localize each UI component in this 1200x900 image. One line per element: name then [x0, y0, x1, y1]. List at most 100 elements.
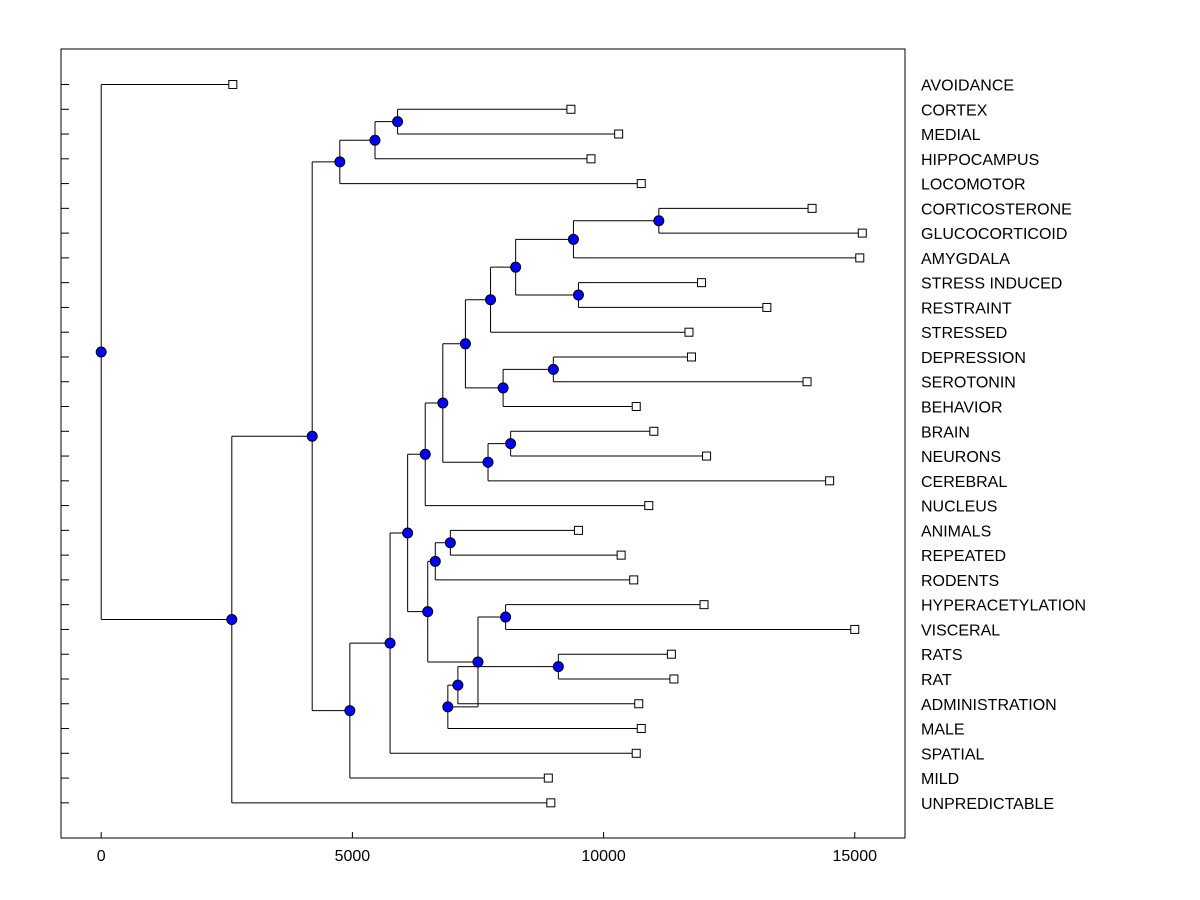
leaf-label: CORTEX [921, 102, 988, 119]
merge-node [384, 637, 396, 649]
dendrogram-links [100, 84, 863, 804]
leaf-label: CEREBRAL [921, 474, 1007, 491]
leaf-marker [586, 154, 596, 164]
merge-node [422, 606, 434, 618]
leaf-label: NEURONS [921, 449, 1001, 466]
merge-node [547, 363, 559, 375]
leaf-label: AVOIDANCE [921, 78, 1014, 95]
leaf-label: STRESSED [921, 325, 1007, 342]
leaf-labels: AVOIDANCE CORTEX MEDIAL HIPPOCAMPUS LOCOMOTO… [921, 78, 1086, 813]
leaf-marker [697, 278, 707, 288]
merge-node [95, 346, 107, 358]
leaf-label: MILD [921, 771, 959, 788]
leaf-marker [573, 525, 583, 535]
leaf-markers [228, 80, 867, 808]
leaf-label: NUCLEUS [921, 499, 997, 516]
merge-node [552, 661, 564, 673]
leaf-label: UNPREDICTABLE [921, 796, 1054, 813]
leaf-label: DEPRESSION [921, 350, 1026, 367]
leaf-marker [543, 773, 553, 783]
x-axis: 0 5000 10000 15000 [97, 832, 877, 865]
merge-node [505, 438, 517, 450]
merge-node [567, 233, 579, 245]
x-tick-label: 10000 [581, 848, 626, 865]
leaf-marker [807, 203, 817, 213]
leaf-label: SEROTONIN [921, 375, 1016, 392]
leaf-marker [686, 352, 696, 362]
leaf-marker [629, 575, 639, 585]
merge-node [437, 397, 449, 409]
leaf-marker [802, 377, 812, 387]
leaf-marker [631, 748, 641, 758]
leaf-label: RATS [921, 647, 962, 664]
merge-node [459, 338, 471, 350]
leaf-label: LOCOMOTOR [921, 177, 1026, 194]
leaf-label: RAT [921, 672, 952, 689]
leaf-label: BEHAVIOR [921, 400, 1003, 417]
merge-node [510, 261, 522, 273]
leaf-label: RODENTS [921, 573, 999, 590]
leaf-marker [616, 550, 626, 560]
leaf-label: CORTICOSTERONE [921, 201, 1072, 218]
leaf-marker [855, 253, 865, 263]
merge-node [226, 614, 238, 626]
merge-node [472, 656, 484, 668]
merge-node [482, 456, 494, 468]
leaf-marker [614, 129, 624, 139]
leaf-label: MEDIAL [921, 127, 981, 144]
merge-node [369, 134, 381, 146]
leaf-marker [825, 476, 835, 486]
x-tick-label: 0 [97, 848, 106, 865]
merge-node [442, 701, 454, 713]
merge-node [452, 679, 464, 691]
plot-frame [60, 48, 906, 839]
leaf-label: MALE [921, 722, 965, 739]
leaf-label: REPEATED [921, 548, 1006, 565]
merge-node [306, 430, 318, 442]
merge-node [572, 289, 584, 301]
leaf-label: SPATIAL [921, 746, 985, 763]
leaf-marker [228, 80, 238, 89]
merge-node [429, 555, 441, 567]
leaf-marker [546, 798, 556, 808]
leaf-label: HIPPOCAMPUS [921, 152, 1039, 169]
leaf-marker [566, 104, 576, 114]
leaf-marker [762, 302, 772, 312]
leaf-label: GLUCOCORTICOID [921, 226, 1067, 243]
left-ticks [61, 84, 69, 804]
leaf-label: VISCERAL [921, 622, 1000, 639]
leaf-label: ANIMALS [921, 523, 991, 540]
merge-node [500, 611, 512, 623]
leaf-label: AMYGDALA [921, 251, 1010, 268]
merge-node [444, 537, 456, 549]
merge-node [344, 705, 356, 717]
leaf-marker [649, 426, 659, 436]
leaf-label: RESTRAINT [921, 300, 1012, 317]
leaf-marker [684, 327, 694, 337]
leaf-label: ADMINISTRATION [921, 697, 1057, 714]
leaf-marker [666, 649, 676, 659]
merge-node [402, 527, 414, 539]
merge-node [419, 448, 431, 460]
leaf-marker [644, 501, 654, 511]
leaf-marker [857, 228, 867, 238]
leaf-label: HYPERACETYLATION [921, 598, 1086, 615]
leaf-marker [669, 674, 679, 684]
x-tick-label: 15000 [833, 848, 878, 865]
x-tick-label: 5000 [335, 848, 371, 865]
leaf-label: STRESS INDUCED [921, 276, 1062, 293]
node-markers [95, 116, 665, 717]
leaf-marker [636, 179, 646, 189]
leaf-marker [636, 724, 646, 734]
merge-node [392, 116, 404, 128]
leaf-marker [850, 624, 860, 634]
leaf-marker [699, 600, 709, 610]
leaf-marker [634, 699, 644, 709]
leaf-label: BRAIN [921, 424, 970, 441]
merge-node [653, 215, 665, 227]
merge-node [485, 294, 497, 306]
leaf-marker [631, 402, 641, 412]
leaf-marker [702, 451, 712, 461]
merge-node [497, 382, 509, 394]
